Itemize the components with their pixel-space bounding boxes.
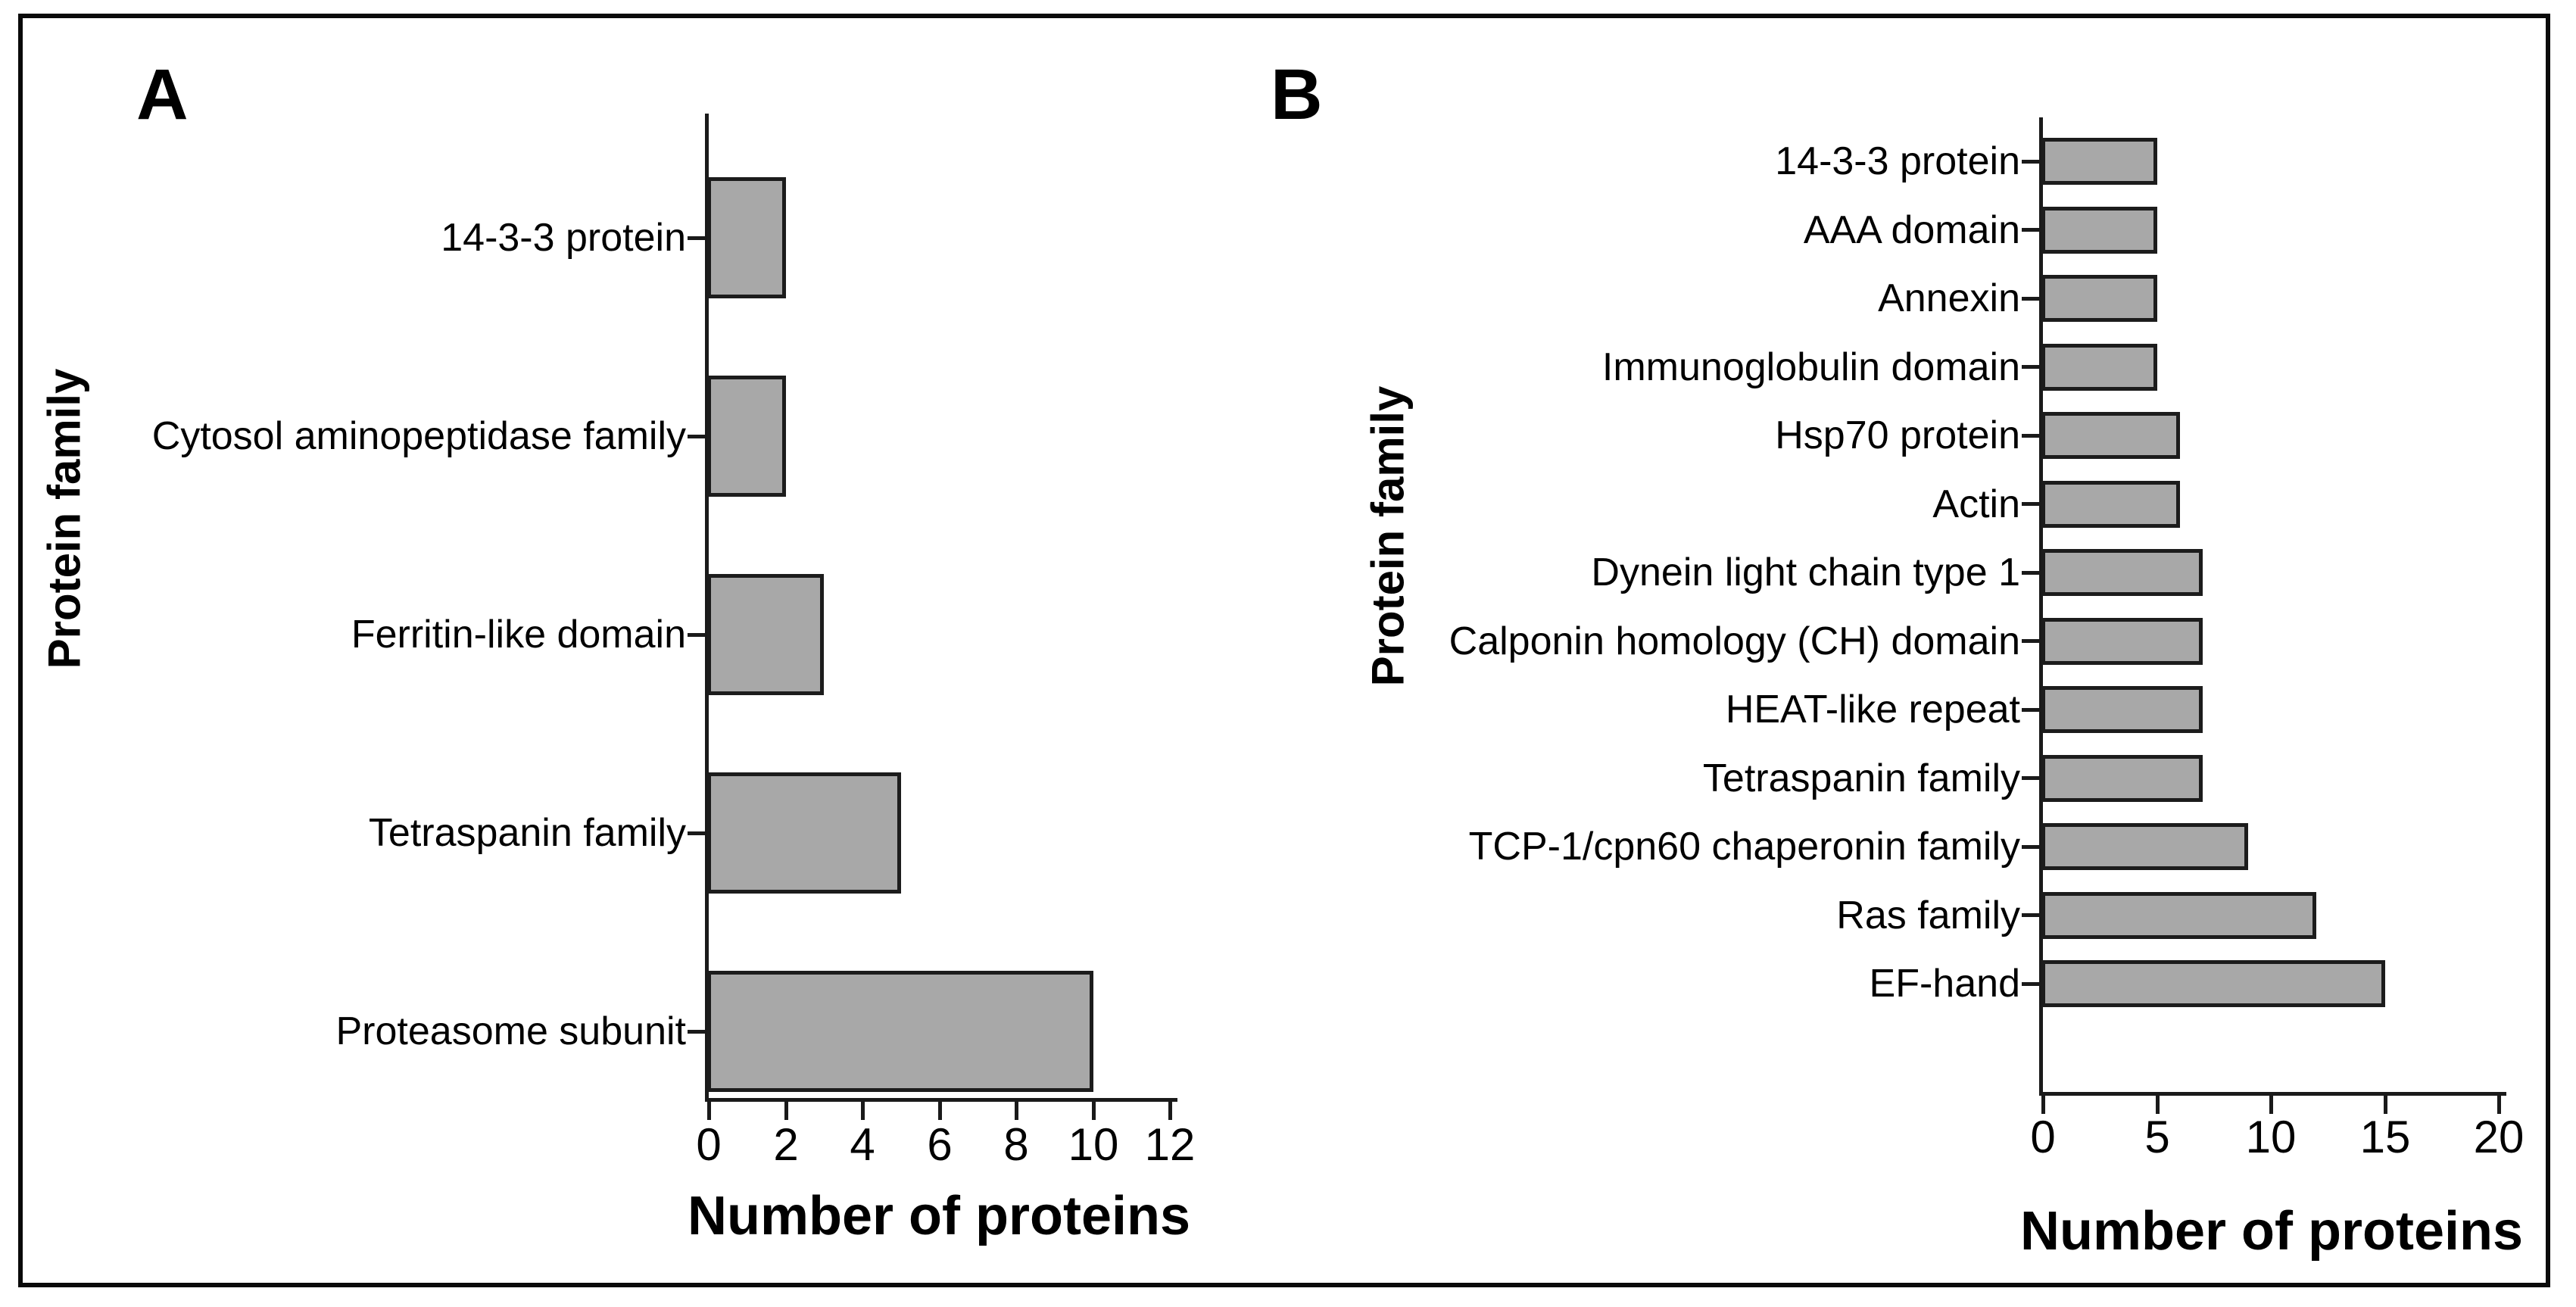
category-label: Calponin homology (CH) domain [1449, 619, 2020, 663]
x-axis-tick [2269, 1096, 2273, 1114]
x-axis-tick [1015, 1102, 1018, 1120]
x-axis-tick [2041, 1096, 2045, 1114]
panel-a-y-axis-title: Protein family [39, 368, 90, 669]
x-axis-tick [2384, 1096, 2387, 1114]
bar [2041, 549, 2203, 596]
y-axis-tick [2022, 845, 2040, 849]
y-axis-tick [688, 633, 706, 637]
category-label: Hsp70 protein [1775, 413, 2020, 457]
x-axis-tick [861, 1102, 865, 1120]
bar [2041, 686, 2203, 733]
bar [2041, 892, 2316, 939]
y-axis-tick [2022, 365, 2040, 369]
y-axis-tick [688, 1030, 706, 1034]
category-label: Immunoglobulin domain [1601, 345, 2020, 389]
x-axis-tick [1168, 1102, 1172, 1120]
category-label: Dynein light chain type 1 [1591, 551, 2020, 594]
panel-a-x-axis-title: Number of proteins [687, 1186, 1191, 1246]
y-axis-tick [2022, 297, 2040, 301]
bar [707, 177, 786, 298]
x-axis-tick-label: 5 [2144, 1112, 2170, 1162]
bar [707, 574, 824, 695]
category-label: HEAT-like repeat [1725, 688, 2020, 731]
y-axis-tick [2022, 502, 2040, 506]
y-axis-tick [2022, 982, 2040, 986]
y-axis-line [2039, 117, 2043, 1096]
x-axis-tick [2156, 1096, 2160, 1114]
bar [2041, 823, 2248, 870]
category-label: Actin [1932, 482, 2020, 526]
category-label: 14-3-3 protein [1775, 139, 2020, 183]
panel-b-x-axis-title: Number of proteins [2019, 1201, 2524, 1262]
x-axis-tick [784, 1102, 788, 1120]
category-label: AAA domain [1803, 207, 2020, 252]
x-axis-line [705, 1098, 1177, 1102]
y-axis-tick [688, 435, 706, 438]
category-label: 14-3-3 protein [441, 216, 686, 260]
y-axis-line [705, 114, 709, 1102]
bar [2041, 960, 2385, 1007]
category-label: Ferritin-like domain [351, 613, 686, 657]
x-axis-tick-label: 6 [927, 1119, 953, 1170]
bar [707, 772, 901, 894]
x-axis-tick-label: 4 [850, 1119, 875, 1170]
category-label: Tetraspanin family [368, 811, 686, 855]
bar [2041, 207, 2157, 254]
y-axis-tick [2022, 160, 2040, 164]
bar [2041, 138, 2157, 185]
bar [2041, 412, 2180, 459]
x-axis-tick-label: 15 [2359, 1112, 2411, 1162]
x-axis-tick [938, 1102, 942, 1120]
y-axis-tick [2022, 776, 2040, 780]
category-label: Ras family [1836, 893, 2020, 937]
y-axis-tick [2022, 913, 2040, 917]
x-axis-tick [1092, 1102, 1096, 1120]
y-axis-tick [2022, 571, 2040, 575]
category-label: Annexin [1878, 276, 2020, 320]
category-label: Tetraspanin family [1702, 756, 2020, 800]
x-axis-tick [2497, 1096, 2501, 1114]
y-axis-tick [2022, 434, 2040, 438]
x-axis-tick-label: 10 [1068, 1119, 1119, 1170]
x-axis-tick-label: 0 [696, 1119, 722, 1170]
bar [2041, 481, 2180, 528]
bar [707, 376, 786, 497]
category-label: Proteasome subunit [335, 1009, 687, 1053]
bar [707, 971, 1093, 1092]
panel-a-letter: A [136, 55, 189, 135]
y-axis-tick [688, 831, 706, 835]
x-axis-tick-label: 0 [2030, 1112, 2056, 1162]
x-axis-tick-label: 8 [1003, 1119, 1029, 1170]
x-axis-tick-label: 10 [2245, 1112, 2297, 1162]
y-axis-tick [2022, 708, 2040, 712]
panel-b-letter: B [1271, 55, 1323, 135]
bar [2041, 618, 2203, 665]
bar [2041, 275, 2157, 322]
category-label: Cytosol aminopeptidase family [151, 414, 686, 458]
x-axis-line [2039, 1092, 2506, 1096]
x-axis-tick-label: 2 [773, 1119, 799, 1170]
y-axis-tick [2022, 639, 2040, 643]
y-axis-tick [688, 236, 706, 240]
y-axis-tick [2022, 228, 2040, 232]
x-axis-tick-label: 20 [2473, 1112, 2525, 1162]
category-label: TCP-1/cpn60 chaperonin family [1468, 825, 2020, 869]
category-label: EF-hand [1869, 962, 2020, 1006]
x-axis-tick-label: 12 [1144, 1119, 1196, 1170]
x-axis-tick [707, 1102, 711, 1120]
bar [2041, 344, 2157, 391]
bar [2041, 755, 2203, 802]
panel-b-y-axis-title: Protein family [1362, 385, 1414, 687]
